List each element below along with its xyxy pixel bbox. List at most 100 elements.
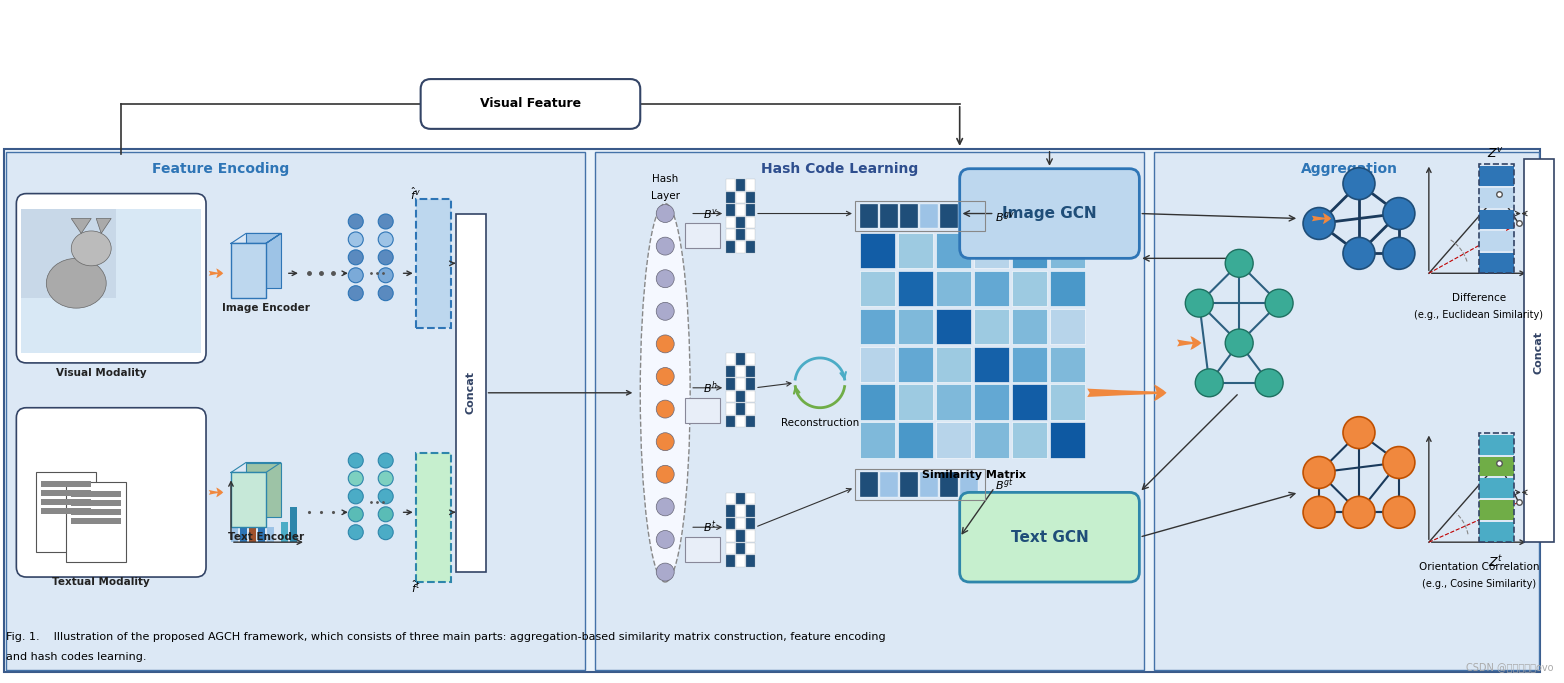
Bar xyxy=(72,501,120,506)
Bar xyxy=(746,353,754,365)
Bar xyxy=(746,493,754,504)
Bar xyxy=(935,309,971,344)
Bar xyxy=(726,493,735,504)
Bar xyxy=(746,192,754,203)
Bar xyxy=(856,469,985,501)
Bar xyxy=(41,508,91,514)
Ellipse shape xyxy=(47,258,106,308)
Bar xyxy=(735,204,744,216)
Bar xyxy=(860,309,895,344)
Bar xyxy=(974,385,1009,419)
Bar xyxy=(860,473,877,497)
Text: $B^{gv}$: $B^{gv}$ xyxy=(995,210,1015,223)
Bar xyxy=(726,353,735,365)
Circle shape xyxy=(657,335,674,353)
Bar xyxy=(1049,233,1085,268)
Circle shape xyxy=(349,471,363,486)
Bar xyxy=(935,422,971,458)
Text: Similarity Matrix: Similarity Matrix xyxy=(921,471,1026,480)
Bar xyxy=(1049,309,1085,344)
Bar xyxy=(860,347,895,382)
Bar xyxy=(5,149,1539,671)
Bar xyxy=(726,366,735,377)
Text: Text Encoder: Text Encoder xyxy=(228,532,303,542)
Bar xyxy=(746,204,754,216)
Bar xyxy=(960,473,978,497)
Bar xyxy=(267,527,274,542)
Bar xyxy=(898,271,934,306)
Bar xyxy=(735,391,744,402)
Bar xyxy=(746,403,754,415)
Bar xyxy=(726,505,735,517)
Bar xyxy=(1049,347,1085,382)
Bar xyxy=(735,493,744,504)
Bar xyxy=(974,309,1009,344)
Circle shape xyxy=(1343,238,1375,269)
Circle shape xyxy=(657,531,674,548)
Bar xyxy=(974,422,1009,458)
Circle shape xyxy=(378,453,393,468)
Bar xyxy=(231,517,238,542)
Text: Concat: Concat xyxy=(1534,331,1544,374)
Circle shape xyxy=(657,303,674,320)
Bar xyxy=(746,505,754,517)
Circle shape xyxy=(378,489,393,504)
Circle shape xyxy=(1303,456,1336,488)
Bar xyxy=(974,233,1009,268)
Bar xyxy=(72,510,120,515)
Circle shape xyxy=(1383,238,1415,269)
Bar xyxy=(898,309,934,344)
Bar xyxy=(258,488,264,542)
Bar xyxy=(920,204,938,228)
Bar xyxy=(66,482,127,562)
Circle shape xyxy=(349,525,363,540)
Bar xyxy=(726,229,735,240)
Circle shape xyxy=(1343,417,1375,449)
Bar xyxy=(685,398,719,423)
Bar xyxy=(1012,422,1046,458)
Text: $\hat{f}^v$: $\hat{f}^v$ xyxy=(410,185,421,201)
Circle shape xyxy=(349,285,363,301)
Bar xyxy=(41,482,91,488)
Bar xyxy=(726,204,735,216)
Bar xyxy=(856,201,985,232)
Bar xyxy=(1478,478,1514,499)
Bar xyxy=(935,233,971,268)
Circle shape xyxy=(378,214,393,229)
Bar xyxy=(746,366,754,377)
Text: Difference: Difference xyxy=(1451,293,1506,303)
Bar xyxy=(1478,434,1514,455)
Bar xyxy=(860,233,895,268)
Bar xyxy=(249,512,256,542)
Circle shape xyxy=(1225,249,1253,277)
Text: $B^v$: $B^v$ xyxy=(702,206,718,221)
Circle shape xyxy=(1383,447,1415,478)
Bar xyxy=(231,473,266,527)
Bar xyxy=(36,473,97,552)
Bar xyxy=(920,473,938,497)
Circle shape xyxy=(1186,289,1214,317)
Text: Reconstruction: Reconstruction xyxy=(780,418,859,428)
FancyBboxPatch shape xyxy=(16,193,206,363)
Polygon shape xyxy=(72,219,91,234)
Circle shape xyxy=(1195,369,1223,397)
Text: Hash: Hash xyxy=(652,173,679,184)
Bar xyxy=(1478,232,1514,251)
Circle shape xyxy=(657,433,674,451)
Bar xyxy=(685,538,719,562)
Circle shape xyxy=(657,498,674,516)
Bar xyxy=(898,385,934,419)
Bar xyxy=(735,416,744,427)
Bar xyxy=(416,199,450,328)
Bar xyxy=(726,192,735,203)
Bar xyxy=(735,543,744,554)
Bar xyxy=(1478,210,1514,229)
Text: $B^{gt}$: $B^{gt}$ xyxy=(995,477,1013,493)
Bar xyxy=(735,229,744,240)
Bar xyxy=(1478,522,1514,542)
Bar xyxy=(41,490,91,497)
Bar xyxy=(6,152,585,669)
Bar xyxy=(935,271,971,306)
Bar xyxy=(881,204,898,228)
Bar xyxy=(735,192,744,203)
